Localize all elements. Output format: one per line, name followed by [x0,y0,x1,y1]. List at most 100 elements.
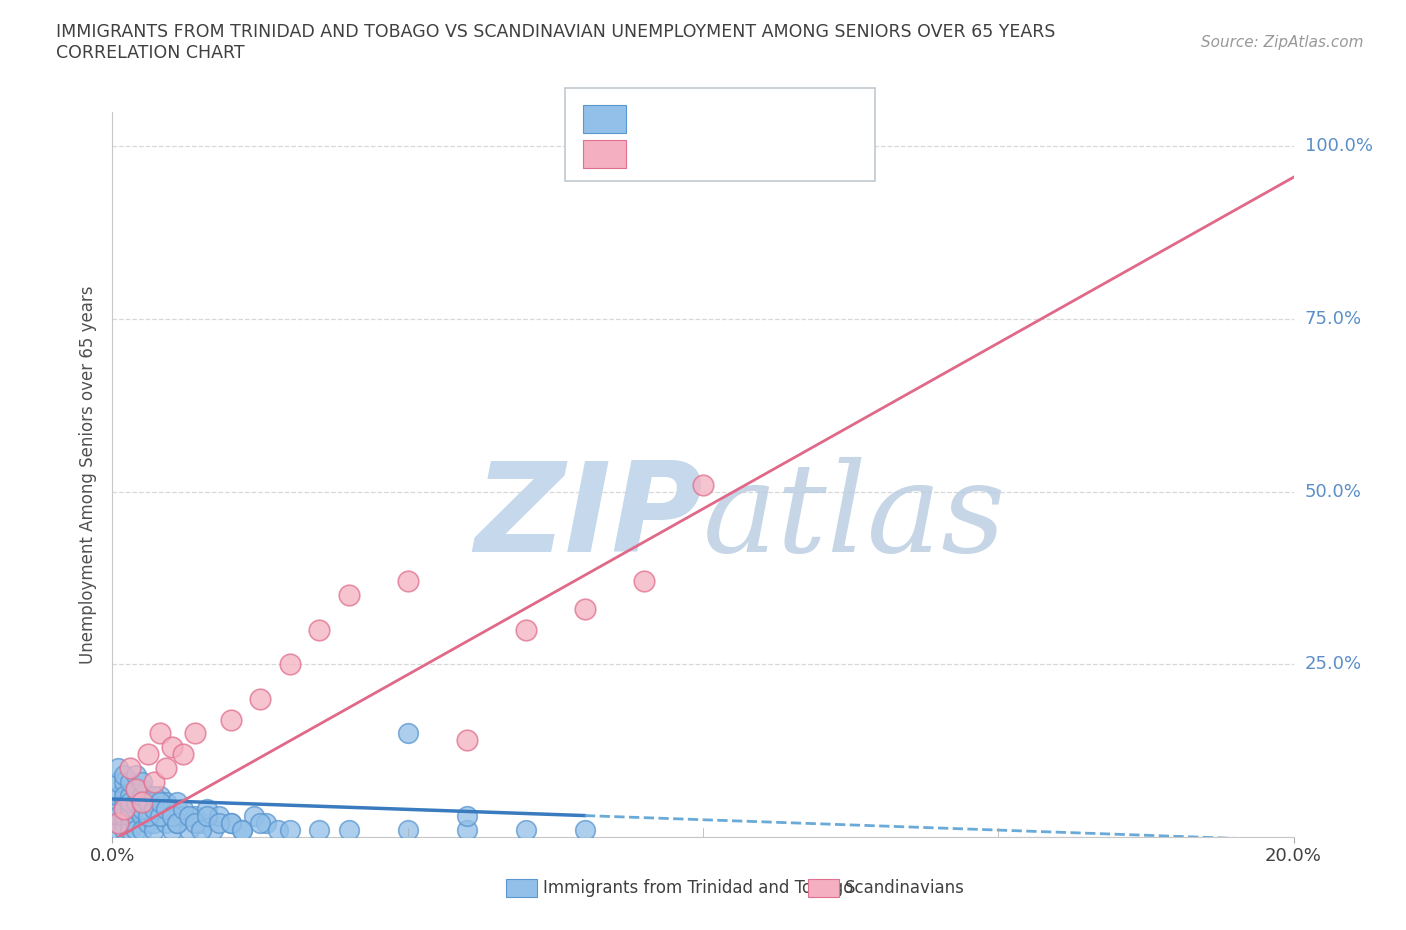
Point [125,767,148,782]
Point [112,795,135,810]
Point [112,788,135,803]
Point [120,795,142,810]
Point [125,802,148,817]
Point [149,788,172,803]
Point [120,775,142,790]
Point [190,823,212,838]
Point [308,622,330,637]
Point [172,747,194,762]
Point [184,816,207,830]
Text: Immigrants from Trinidad and Tobago: Immigrants from Trinidad and Tobago [543,879,853,897]
Point [125,788,148,803]
Point [456,733,478,748]
Text: R = -0.134   N = 92: R = -0.134 N = 92 [634,110,811,128]
Point [456,823,478,838]
Text: 25.0%: 25.0% [1305,656,1362,673]
Point [136,747,159,762]
Point [155,802,177,817]
Point [160,802,183,817]
Point [136,802,159,817]
Point [396,823,419,838]
Point [278,823,301,838]
Point [515,622,537,637]
Point [107,823,129,838]
Point [179,823,201,838]
Point [201,823,224,838]
Point [125,816,148,830]
Point [184,726,207,741]
Point [125,823,148,838]
Point [195,802,218,817]
Point [131,795,153,810]
Point [112,775,135,790]
Point [155,761,177,776]
Text: ZIP: ZIP [474,458,703,578]
Point [396,726,419,741]
Point [142,802,165,817]
Point [166,816,188,830]
Point [120,795,142,810]
Point [112,802,135,817]
Point [166,795,188,810]
Point [149,726,172,741]
Point [195,809,218,824]
Point [142,823,165,838]
Point [142,775,165,790]
Text: IMMIGRANTS FROM TRINIDAD AND TOBAGO VS SCANDINAVIAN UNEMPLOYMENT AMONG SENIORS O: IMMIGRANTS FROM TRINIDAD AND TOBAGO VS S… [56,23,1056,41]
Point [131,788,153,803]
Point [142,816,165,830]
Point [456,809,478,824]
Text: 75.0%: 75.0% [1305,310,1362,328]
Point [120,823,142,838]
Point [112,823,135,838]
Point [633,574,655,589]
Point [107,802,129,817]
Text: CORRELATION CHART: CORRELATION CHART [56,44,245,61]
Point [107,775,129,790]
Point [107,788,129,803]
Point [131,802,153,817]
Point [120,781,142,796]
Point [142,795,165,810]
Point [120,809,142,824]
Point [160,739,183,754]
Text: R =  0.603   N = 24: R = 0.603 N = 24 [634,145,810,164]
Text: 100.0%: 100.0% [1305,137,1372,155]
Point [179,809,201,824]
Point [208,809,231,824]
Text: 50.0%: 50.0% [1305,483,1361,500]
Point [267,823,290,838]
Point [155,816,177,830]
Point [574,602,596,617]
Point [190,816,212,830]
Text: Source: ZipAtlas.com: Source: ZipAtlas.com [1201,35,1364,50]
Point [107,816,129,830]
Point [120,761,142,776]
Point [131,795,153,810]
Point [692,477,714,492]
Point [155,795,177,810]
Y-axis label: Unemployment Among Seniors over 65 years: Unemployment Among Seniors over 65 years [79,286,97,663]
Point [172,802,194,817]
Point [136,816,159,830]
Point [136,809,159,824]
Point [125,795,148,810]
Point [254,816,277,830]
Point [231,823,253,838]
Point [231,823,253,838]
Point [112,809,135,824]
Point [396,574,419,589]
Point [112,816,135,830]
Point [136,788,159,803]
Point [112,767,135,782]
Point [249,691,271,706]
Point [574,823,596,838]
Text: atlas: atlas [703,457,1007,578]
Point [107,761,129,776]
Point [131,775,153,790]
Point [337,588,360,603]
Point [515,823,537,838]
Point [112,781,135,796]
Point [166,816,188,830]
Point [112,802,135,817]
